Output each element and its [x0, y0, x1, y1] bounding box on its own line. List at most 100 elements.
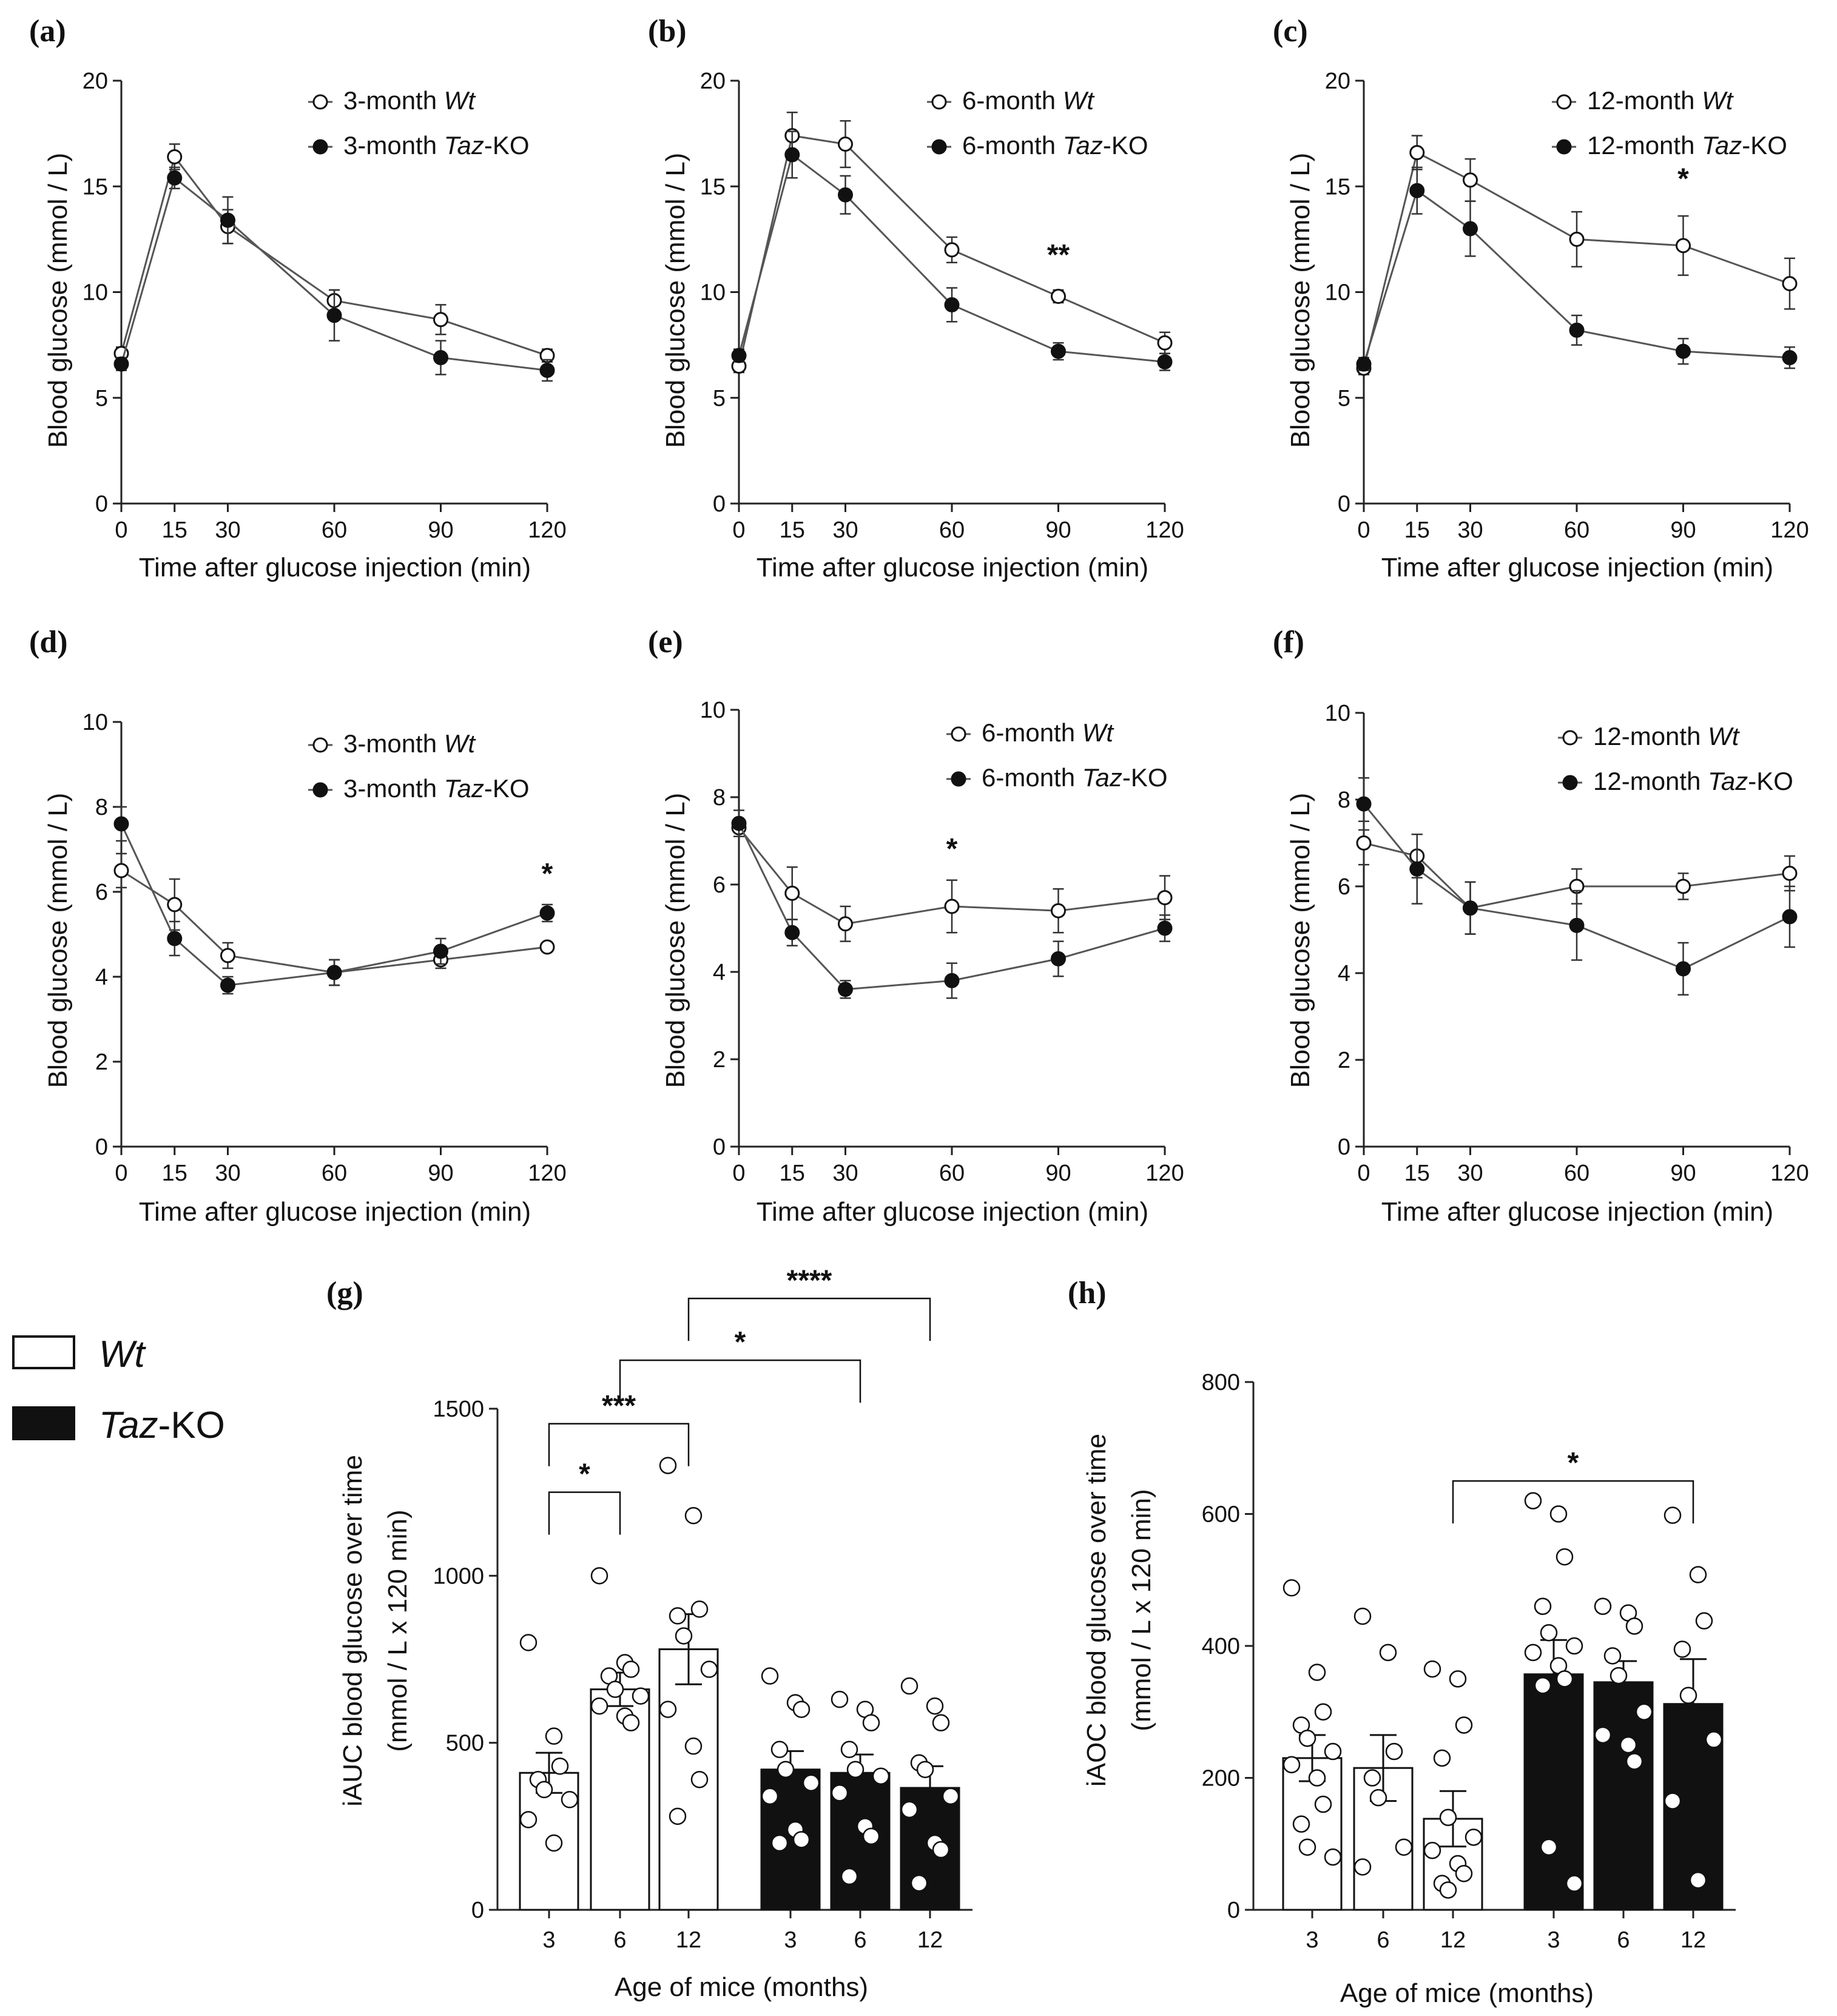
y-tick-label: 15 — [700, 174, 726, 200]
panel-e-legend-ko: 6-month Taz-KO — [982, 763, 1168, 792]
x-tick-label: 120 — [1145, 1161, 1184, 1186]
individual-point — [1308, 1664, 1326, 1681]
legend-marker-ko — [951, 771, 966, 787]
x-tick-label: 30 — [832, 1161, 858, 1186]
x-tick-label: 90 — [1045, 1161, 1071, 1186]
panel-d-letter: (d) — [29, 625, 68, 659]
panel-e-legend-wt: 6-month Wt — [982, 718, 1114, 747]
data-point-ko — [113, 356, 129, 372]
significance-star: * — [1677, 163, 1689, 195]
x-tick-label: 120 — [528, 1161, 566, 1186]
data-point-ko — [539, 362, 555, 378]
individual-point — [1314, 1795, 1332, 1813]
legend-marker-wt — [931, 94, 947, 110]
panel-b-letter: (b) — [648, 14, 687, 49]
individual-point — [926, 1697, 944, 1715]
individual-point — [1449, 1670, 1467, 1688]
individual-point — [1369, 1788, 1387, 1807]
x-tick-label: 60 — [322, 1161, 347, 1186]
data-point-ko — [944, 297, 960, 312]
data-point-ko — [838, 982, 853, 997]
y-tick-label: 0 — [1338, 1134, 1350, 1160]
significance-star: **** — [787, 1264, 832, 1296]
individual-point — [519, 1811, 538, 1829]
individual-point — [1565, 1875, 1583, 1892]
y-tick-label: 10 — [83, 710, 108, 735]
panel-g-xlabel: Age of mice (months) — [615, 1972, 868, 2002]
panel-f-ylabel: Blood glucose (mmol / L) — [1286, 793, 1315, 1088]
individual-point — [1534, 1677, 1552, 1694]
data-point-ko — [1569, 917, 1585, 933]
individual-point — [1324, 1848, 1342, 1866]
individual-point — [1308, 1769, 1326, 1787]
series-line-wt — [738, 827, 1165, 925]
individual-point — [690, 1770, 709, 1788]
individual-point — [1689, 1871, 1707, 1889]
individual-point — [1609, 1667, 1628, 1685]
data-point-wt — [1051, 288, 1066, 304]
individual-point — [777, 1761, 795, 1778]
panel-a-legend-wt: 3-month Wt — [343, 86, 476, 115]
individual-point — [1673, 1640, 1691, 1658]
panel-b-xlabel: Time after glucose injection (min) — [757, 553, 1148, 582]
series-line-wt — [1363, 842, 1790, 909]
significance-bracket — [548, 1423, 690, 1466]
individual-point — [545, 1727, 563, 1745]
individual-point — [770, 1834, 789, 1852]
x-tick-label: 90 — [1045, 517, 1071, 543]
y-tick-label: 8 — [95, 795, 108, 820]
significance-star: * — [735, 1326, 746, 1358]
individual-point — [1324, 1742, 1342, 1761]
panel-c-letter: (c) — [1273, 14, 1308, 49]
significance-bracket — [687, 1298, 931, 1341]
data-point-ko — [1051, 951, 1066, 966]
individual-point — [761, 1787, 779, 1805]
panel-f-chart: (f) Blood glucose (mmol / L) Time after … — [1273, 625, 1809, 1227]
series-line-ko — [1363, 189, 1790, 365]
data-point-ko — [784, 147, 800, 163]
y-tick-label: 500 — [446, 1731, 484, 1756]
y-tick-label: 0 — [713, 1134, 726, 1160]
significance-star: * — [542, 858, 553, 890]
individual-point — [831, 1690, 849, 1708]
significance-star: *** — [602, 1390, 636, 1422]
individual-point — [519, 1634, 538, 1651]
data-point-wt — [1782, 276, 1798, 292]
individual-point — [551, 1757, 569, 1775]
individual-point — [1565, 1637, 1583, 1655]
data-point-ko — [838, 187, 853, 203]
y-tick-label: 2 — [713, 1047, 726, 1073]
y-tick-label: 10 — [83, 280, 108, 306]
individual-point — [669, 1807, 687, 1826]
individual-point — [1695, 1612, 1713, 1630]
y-tick-label: 600 — [1202, 1502, 1240, 1528]
y-tick-label: 5 — [95, 386, 108, 411]
individual-point — [872, 1767, 890, 1785]
y-tick-label: 0 — [471, 1898, 484, 1923]
individual-point — [1385, 1742, 1403, 1761]
y-tick-label: 800 — [1202, 1370, 1240, 1395]
individual-point — [669, 1607, 687, 1625]
series-line-ko — [738, 823, 1165, 991]
data-point-wt — [944, 242, 960, 258]
x-tick-label: 0 — [115, 517, 127, 543]
individual-point — [590, 1697, 608, 1715]
individual-point — [1298, 1730, 1316, 1747]
panel-b-ylabel: Blood glucose (mmol / L) — [661, 153, 690, 448]
x-tick-label: 60 — [322, 517, 347, 543]
series-line-wt — [120, 155, 548, 357]
individual-point — [1283, 1579, 1301, 1597]
bar-wt — [590, 1688, 650, 1911]
panel-b-legend-ko: 6-month Taz-KO — [962, 131, 1148, 160]
x-tick-label: 60 — [1564, 517, 1589, 543]
data-point-wt — [1409, 144, 1425, 160]
panel-h-ylabel-line1: iAOC blood glucose over time — [1082, 1434, 1111, 1787]
individual-point — [831, 1784, 849, 1802]
individual-point — [1663, 1506, 1682, 1524]
individual-point — [1524, 1643, 1542, 1662]
panel-c-legend-wt: 12-month Wt — [1587, 86, 1734, 115]
data-point-wt — [167, 149, 183, 164]
x-tick-label: 30 — [215, 517, 240, 543]
legend-marker-wt — [312, 737, 328, 753]
